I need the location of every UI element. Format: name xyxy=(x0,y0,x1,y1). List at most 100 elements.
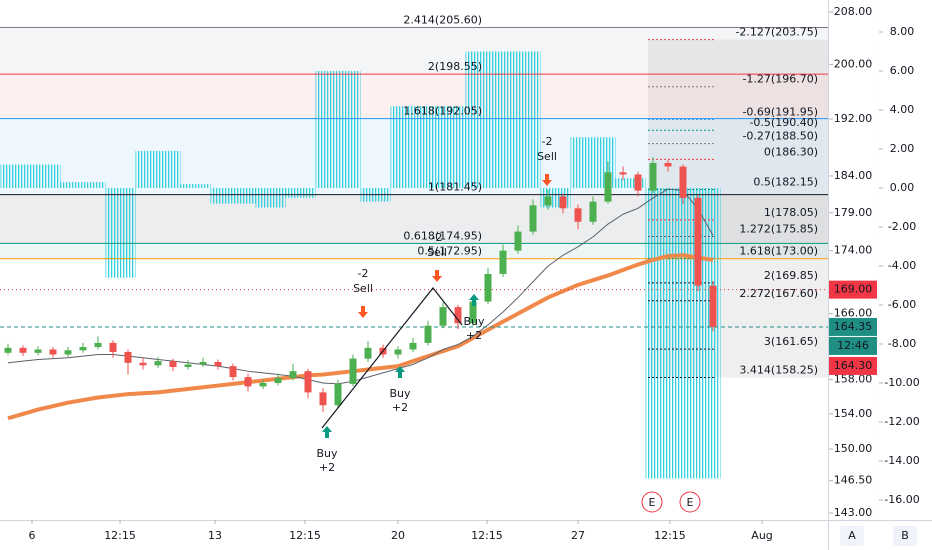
fib-label: 2.272(167.60) xyxy=(739,287,818,300)
buy-arrow xyxy=(322,426,332,438)
price-tag xyxy=(829,280,877,299)
y-tick-label: 184.00 xyxy=(834,169,873,182)
fib-label: -1.27(196.70) xyxy=(742,73,818,86)
fib-label: 1.618(192.05) xyxy=(403,105,482,118)
y-tick-label: 150.00 xyxy=(834,442,873,455)
event-badge xyxy=(679,491,701,513)
histogram-bar xyxy=(195,184,211,188)
histogram-bar xyxy=(645,188,661,479)
signal-action: Sell xyxy=(353,282,373,295)
histogram-bar xyxy=(690,188,706,479)
candle-body xyxy=(364,347,372,359)
y-tick-label: 154.00 xyxy=(834,407,873,420)
candle-body xyxy=(574,208,582,222)
candle-body xyxy=(664,162,672,167)
histogram-bar xyxy=(255,188,271,208)
candle-body xyxy=(454,307,462,324)
histogram-bar xyxy=(570,137,586,188)
signal-amount: +2 xyxy=(319,461,335,474)
candle-body xyxy=(589,201,597,222)
y2-tick-label: 4.00 xyxy=(890,103,915,116)
y2-tick-label: 8.00 xyxy=(890,25,915,38)
candle-body xyxy=(214,361,222,367)
histogram-bar xyxy=(510,51,526,188)
signal-amount: -2 xyxy=(542,135,553,148)
y2-tick-label: -2.00 xyxy=(888,220,916,233)
histogram-bar xyxy=(315,71,331,188)
scale-button-label[interactable]: B xyxy=(901,529,909,542)
candle-body xyxy=(154,361,162,366)
signal-amount: -2 xyxy=(432,231,443,244)
countdown-label: 12:46 xyxy=(837,339,869,352)
signal-amount: -2 xyxy=(358,267,369,280)
candle-body xyxy=(544,196,552,206)
fib-label: 3(161.65) xyxy=(764,335,818,348)
y2-tick-label: -16.00 xyxy=(884,493,919,506)
histogram-bar xyxy=(105,188,121,278)
scale-button-label[interactable]: A xyxy=(848,529,856,542)
signal-action: Buy xyxy=(316,447,338,460)
candle-body xyxy=(4,347,12,353)
x-tick-label: 12:15 xyxy=(289,529,321,542)
y2-tick-label: -4.00 xyxy=(888,259,916,272)
countdown-tag xyxy=(829,336,877,355)
histogram-bar xyxy=(705,188,721,479)
candle-body xyxy=(109,342,117,352)
candle-body xyxy=(649,162,657,191)
y2-tick-label: 0.00 xyxy=(890,181,915,194)
histogram-bar xyxy=(15,164,31,188)
histogram-bar xyxy=(30,164,46,188)
event-label: E xyxy=(649,496,656,509)
histogram-bar xyxy=(330,71,346,188)
candle-body xyxy=(514,231,522,251)
histogram-bar xyxy=(420,106,436,188)
x-tick-label: 13 xyxy=(208,529,222,542)
histogram-bar xyxy=(60,182,76,188)
price-tag xyxy=(829,317,877,336)
fib-label: 0.5(172.95) xyxy=(417,245,482,258)
candle-body xyxy=(94,342,102,348)
candle-body xyxy=(529,205,537,232)
y2-tick-label: -14.00 xyxy=(884,454,919,467)
x-tick-label: 12:15 xyxy=(104,529,136,542)
candle-body xyxy=(124,351,132,363)
y2-tick-label: 6.00 xyxy=(890,64,915,77)
sell-arrow xyxy=(358,306,368,318)
histogram-bar xyxy=(180,184,196,188)
candle-body xyxy=(679,166,687,198)
fib-label: 0(186.30) xyxy=(764,145,818,158)
candle-body xyxy=(19,347,27,353)
sell-arrow xyxy=(432,270,442,282)
fib-band xyxy=(0,243,828,259)
trendline xyxy=(321,287,463,429)
histogram-bar xyxy=(495,51,511,188)
histogram-bar xyxy=(615,178,631,188)
fib-label: 1(178.05) xyxy=(764,206,818,219)
histogram-bar xyxy=(0,164,16,188)
fib-label: 3.414(158.25) xyxy=(739,364,818,377)
fib-label: 2(198.55) xyxy=(428,60,482,73)
y-tick-label: 146.50 xyxy=(834,474,873,487)
y2-tick-label: -10.00 xyxy=(884,376,919,389)
signal-action: Buy xyxy=(463,315,485,328)
histogram-bar xyxy=(285,188,301,198)
event-badge xyxy=(641,491,663,513)
x-tick-label: 27 xyxy=(571,529,585,542)
fib-label: -0.69(191.95) xyxy=(742,105,818,118)
histogram-bar xyxy=(450,106,466,188)
fib-label: 2(169.85) xyxy=(764,269,818,282)
candle-body xyxy=(259,383,267,387)
x-tick-label: Aug xyxy=(751,529,772,542)
y-tick-label: 200.00 xyxy=(834,57,873,70)
y-tick-label: 143.00 xyxy=(834,506,873,519)
candle-body xyxy=(694,197,702,286)
histogram-bar xyxy=(120,188,136,278)
candle-body xyxy=(424,325,432,343)
histogram-bar xyxy=(135,150,151,188)
fib-label: 2.414(205.60) xyxy=(403,14,482,27)
buy-arrow xyxy=(395,366,405,378)
x-tick-label: 12:15 xyxy=(471,529,503,542)
candle-body xyxy=(409,342,417,350)
